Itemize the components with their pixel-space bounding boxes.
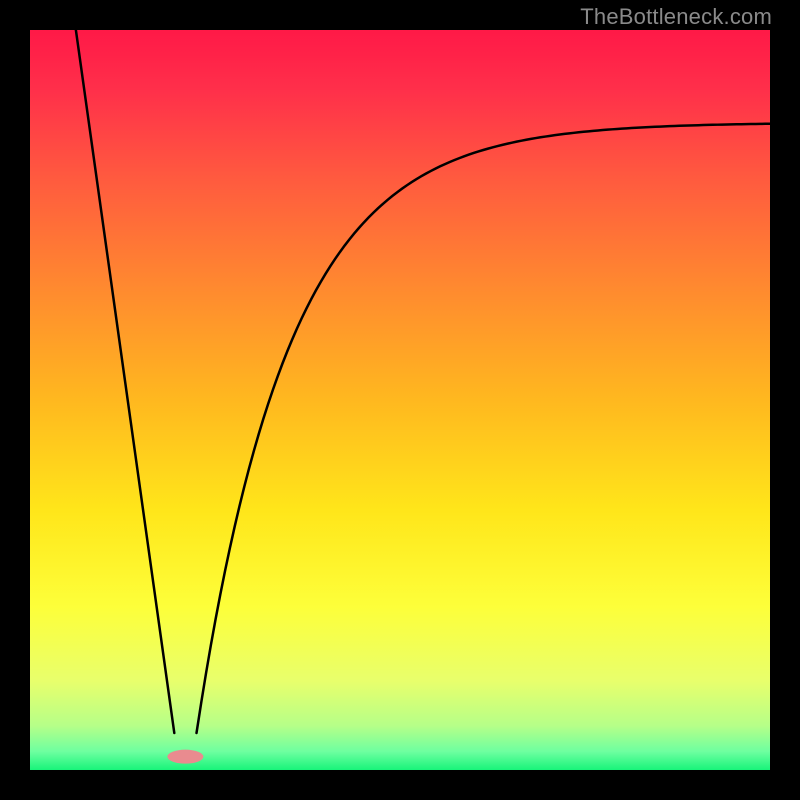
bottleneck-chart: [30, 30, 770, 770]
optimal-point-marker: [167, 750, 203, 764]
watermark-text: TheBottleneck.com: [580, 4, 772, 30]
chart-frame: TheBottleneck.com: [0, 0, 800, 800]
plot-area: [30, 30, 770, 770]
gradient-background: [30, 30, 770, 770]
